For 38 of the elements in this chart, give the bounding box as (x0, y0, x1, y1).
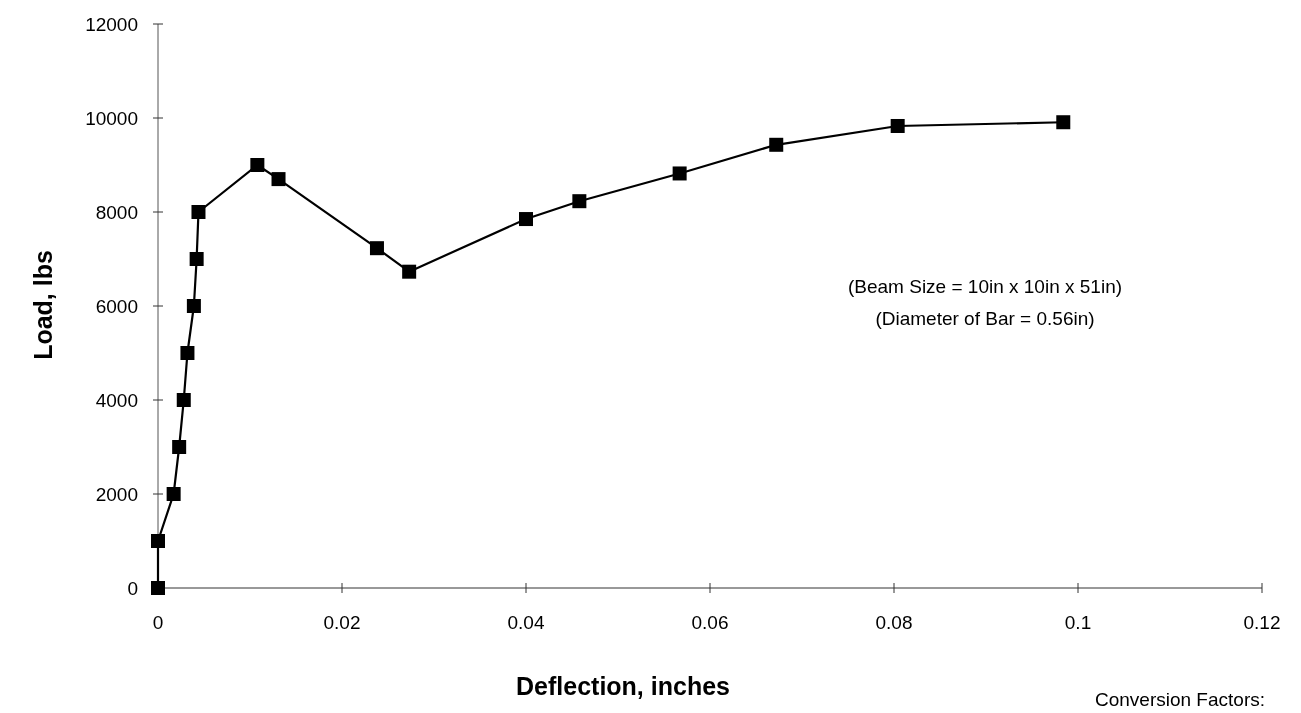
point (890, 118, 905, 133)
y-tick-label: 10000 (85, 108, 138, 129)
y-tick-label: 0 (127, 578, 138, 599)
text: Conversion Factors: (1094, 689, 1266, 710)
x-tick-label: 0.06 (691, 612, 729, 633)
point (151, 534, 165, 548)
point (271, 172, 286, 187)
point (180, 346, 195, 360)
y-tick-label: 2000 (95, 484, 138, 505)
point (672, 166, 687, 181)
point (402, 264, 417, 279)
point (769, 137, 784, 152)
x-tick-label: 0.04 (507, 612, 545, 633)
point (176, 393, 191, 407)
annotation: (Diameter of Bar = 0.56in) (875, 308, 1095, 329)
x-tick-label: 0.08 (875, 612, 913, 633)
y-axis-title: Load, lbs (29, 250, 57, 360)
point (166, 487, 181, 501)
point (572, 194, 587, 209)
x-tick-label: 0 (152, 612, 164, 633)
y-tick-label: 8000 (95, 202, 138, 223)
y-tick-label: 4000 (95, 390, 138, 411)
x-tick-label: 0.12 (1243, 612, 1281, 633)
y-tick-label: 6000 (95, 296, 138, 317)
x-tick-label: 0.1 (1064, 612, 1092, 633)
annotation: (Beam Size = 10in x 10in x 51in) (847, 276, 1123, 297)
point (1056, 115, 1071, 130)
point (189, 252, 204, 266)
point (519, 212, 533, 227)
point (172, 440, 187, 454)
point (151, 581, 165, 595)
point (191, 205, 206, 219)
point (250, 158, 265, 172)
x-tick-label: 0.02 (323, 612, 361, 633)
y-tick-label: 12000 (85, 14, 138, 35)
point (186, 299, 201, 313)
x-axis-title: Deflection, inches (516, 672, 730, 700)
point (369, 241, 384, 256)
